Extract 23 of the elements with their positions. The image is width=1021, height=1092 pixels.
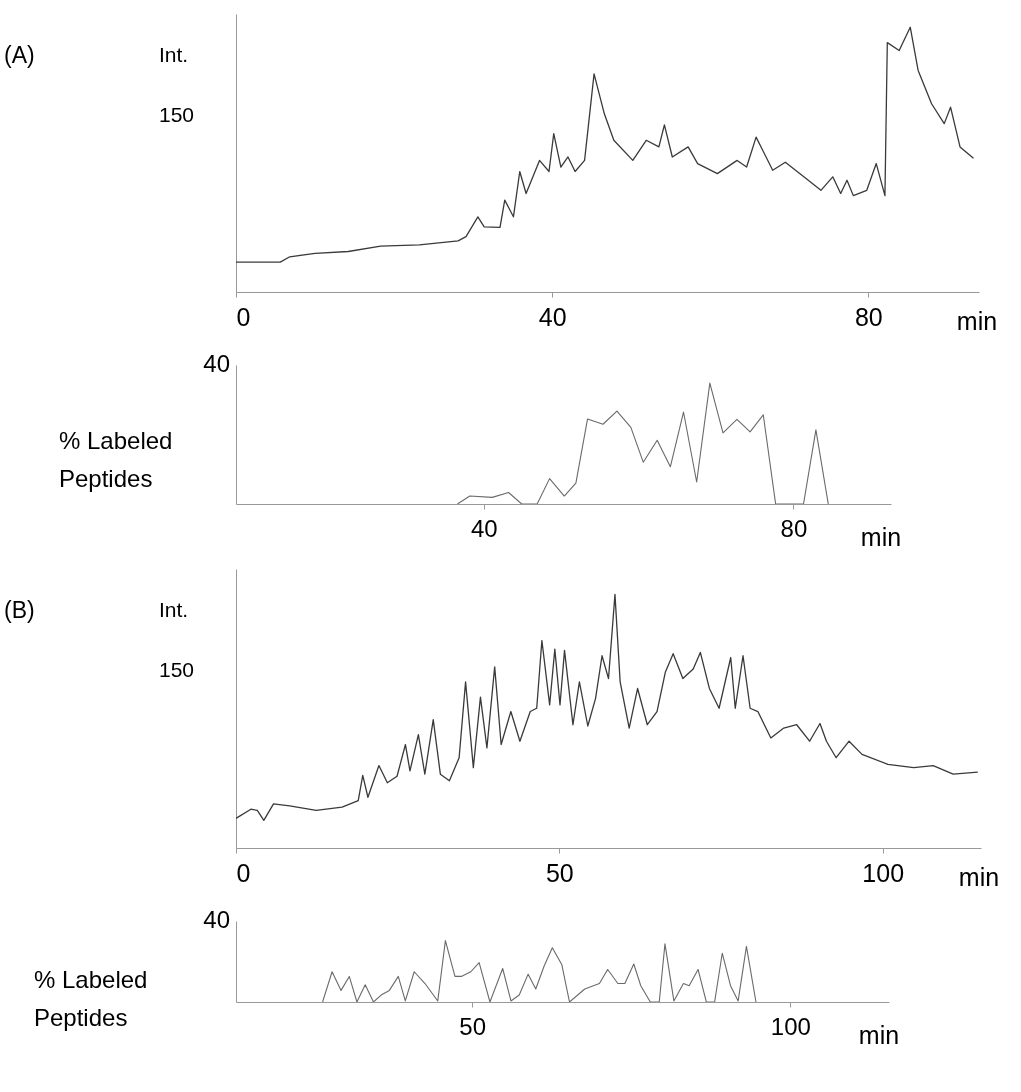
x-axis-title: min: [860, 523, 902, 551]
x-tick-label: 100: [770, 1012, 811, 1040]
text: (B): [4, 597, 35, 623]
x-tick-label: 0: [236, 302, 251, 331]
x-axis-title: min: [958, 863, 1000, 891]
x-tick-label: 0: [236, 858, 251, 887]
y-axis-title: % Labeled Peptides: [34, 966, 148, 1031]
x-tick-label: 80: [854, 302, 883, 331]
y-axis-title: Int.: [159, 43, 189, 66]
text: 40: [203, 350, 230, 377]
text: (A): [4, 42, 35, 68]
text: 150: [159, 103, 195, 126]
x-axis-title: min: [956, 307, 998, 335]
x-tick-label: 50: [545, 858, 574, 887]
x-tick-label: 50: [459, 1012, 486, 1040]
x-tick-label: 80: [780, 514, 808, 542]
text: 40: [203, 906, 230, 933]
x-axis-title: min: [858, 1021, 900, 1049]
text: 150: [159, 658, 195, 681]
x-tick-label: 100: [862, 858, 905, 887]
y-axis-title: Int.: [159, 598, 189, 621]
x-tick-label: 40: [538, 302, 567, 331]
y-axis-title: % Labeled Peptides: [59, 427, 173, 492]
